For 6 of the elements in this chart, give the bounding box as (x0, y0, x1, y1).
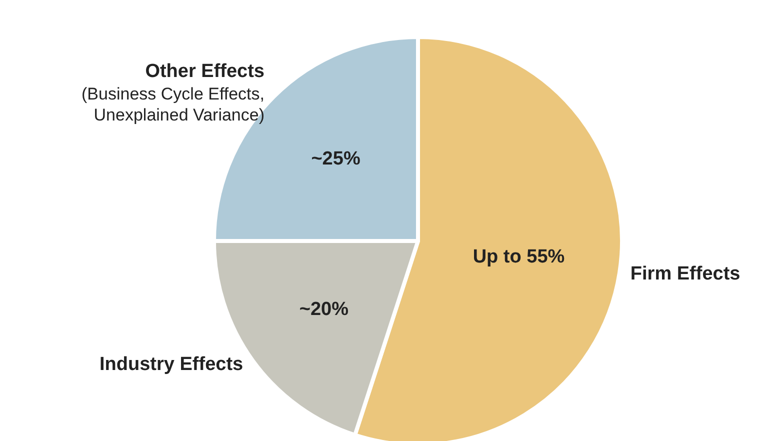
data-label: ~25% (311, 148, 360, 170)
slice-label: Other Effects (Business Cycle Effects, Unexplained Variance) (82, 61, 265, 125)
data-label: ~20% (299, 298, 349, 320)
slice-label: Industry Effects (100, 354, 244, 375)
data-label: Up to 55% (472, 246, 565, 268)
slice-label: Firm Effects (630, 263, 740, 284)
